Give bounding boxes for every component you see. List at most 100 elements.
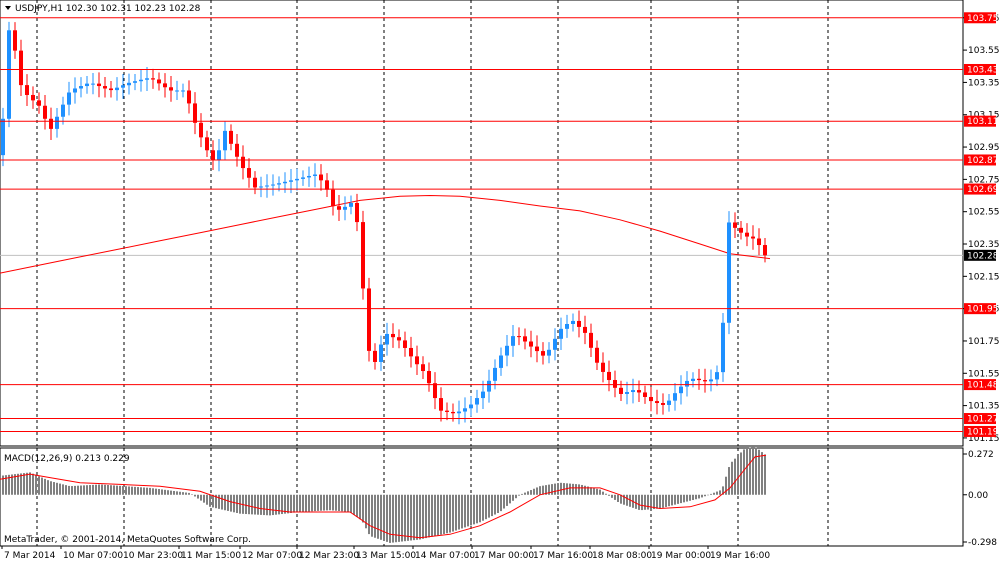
horizontal-levels[interactable]: [0, 17, 963, 432]
macd-bar: [221, 494, 223, 510]
macd-bar: [548, 484, 550, 495]
current-price-label: 102.28: [964, 249, 999, 261]
candle: [601, 352, 605, 383]
macd-bar: [215, 494, 217, 509]
macd-bar: [176, 491, 178, 495]
candle-body: [313, 174, 317, 176]
macd-bar: [542, 485, 544, 495]
candle-body: [133, 81, 137, 83]
macd-bar: [269, 494, 271, 516]
candle-body: [655, 401, 659, 404]
candle: [247, 158, 251, 188]
level-label-bg: [964, 303, 996, 315]
time-axis-label: 17 Mar 16:00: [533, 551, 593, 561]
macd-bar: [692, 494, 694, 501]
candle: [715, 365, 719, 387]
macd-bar: [722, 486, 724, 495]
candle-body: [751, 236, 755, 239]
macd-bar: [551, 484, 553, 495]
macd-bar: [74, 485, 76, 495]
candle: [649, 386, 653, 412]
macd-bar: [428, 494, 430, 538]
dropdown-triangle-icon[interactable]: [5, 6, 11, 10]
macd-bar: [107, 484, 109, 495]
candle-body: [373, 350, 377, 362]
macd-bar: [416, 494, 418, 540]
candle: [643, 385, 647, 404]
candle: [61, 96, 65, 125]
macd-bar: [251, 494, 253, 515]
candle-body: [745, 232, 749, 237]
macd-bar: [245, 494, 247, 515]
macd-bar: [647, 494, 649, 510]
candle-body: [559, 328, 563, 339]
macd-bar: [212, 494, 214, 508]
macd-bar: [14, 474, 16, 495]
macd-bar: [98, 484, 100, 495]
price-pane[interactable]: [0, 0, 964, 447]
level-price-label: 101.48: [964, 379, 999, 391]
candle-body: [367, 288, 371, 351]
level-price-label: 103.11: [964, 115, 999, 127]
macd-bar: [164, 489, 166, 495]
candle: [295, 168, 299, 191]
macd-bar: [530, 490, 532, 495]
candle-body: [541, 351, 545, 356]
candle-body: [67, 92, 71, 105]
price-axis-label: 101.55: [968, 369, 1000, 379]
candle-body: [613, 380, 617, 388]
price-axis-label: 102.95: [968, 143, 1000, 153]
candle: [343, 196, 347, 221]
macd-bar: [698, 494, 700, 499]
level-price-label: 103.75: [964, 12, 999, 24]
candle-body: [361, 222, 365, 289]
candle-body: [571, 320, 575, 324]
candle-body: [307, 175, 311, 178]
macd-pane[interactable]: MACD(12,26,9) 0.213 0.229 MetaTrader, © …: [0, 446, 964, 547]
candle-body: [619, 387, 623, 394]
candle: [625, 381, 629, 405]
candle-body: [391, 333, 395, 338]
candlesticks: [1, 21, 767, 425]
candle-body: [115, 87, 119, 91]
candle: [337, 194, 341, 221]
macd-bar: [308, 494, 310, 512]
candle: [709, 369, 713, 392]
macd-bar: [473, 494, 475, 525]
moving-average-line: [0, 194, 771, 274]
candle-body: [295, 178, 299, 181]
macd-bar: [110, 485, 112, 495]
candle-body: [181, 90, 185, 92]
price-axis-label: 102.55: [968, 208, 1000, 218]
macd-bar: [539, 486, 541, 495]
candle-body: [145, 78, 149, 80]
candle: [259, 176, 263, 198]
candle: [235, 133, 239, 167]
macd-bar: [116, 485, 118, 495]
candle: [25, 74, 29, 107]
candle: [121, 74, 125, 99]
macd-bar: [629, 494, 631, 507]
macd-bar: [314, 494, 316, 512]
candle: [433, 372, 437, 410]
macd-bar: [320, 494, 322, 511]
time-axis-label: 12 Mar 07:00: [242, 551, 302, 561]
macd-bar: [614, 494, 616, 500]
candle-body: [511, 336, 515, 346]
macd-bar: [620, 494, 622, 504]
macd-bar: [731, 461, 733, 495]
candle-body: [451, 411, 455, 414]
macd-title: MACD(12,26,9) 0.213 0.229: [4, 454, 130, 464]
candle-body: [103, 86, 107, 89]
macd-bar: [761, 452, 763, 495]
macd-bar: [329, 494, 331, 511]
macd-bar: [23, 473, 25, 495]
candle-body: [259, 186, 263, 188]
copyright-text: MetaTrader, © 2001-2014, MetaQuotes Soft…: [4, 535, 251, 545]
macd-bar: [506, 494, 508, 506]
candle: [685, 371, 689, 397]
candle-body: [79, 86, 83, 89]
candle: [697, 368, 701, 390]
